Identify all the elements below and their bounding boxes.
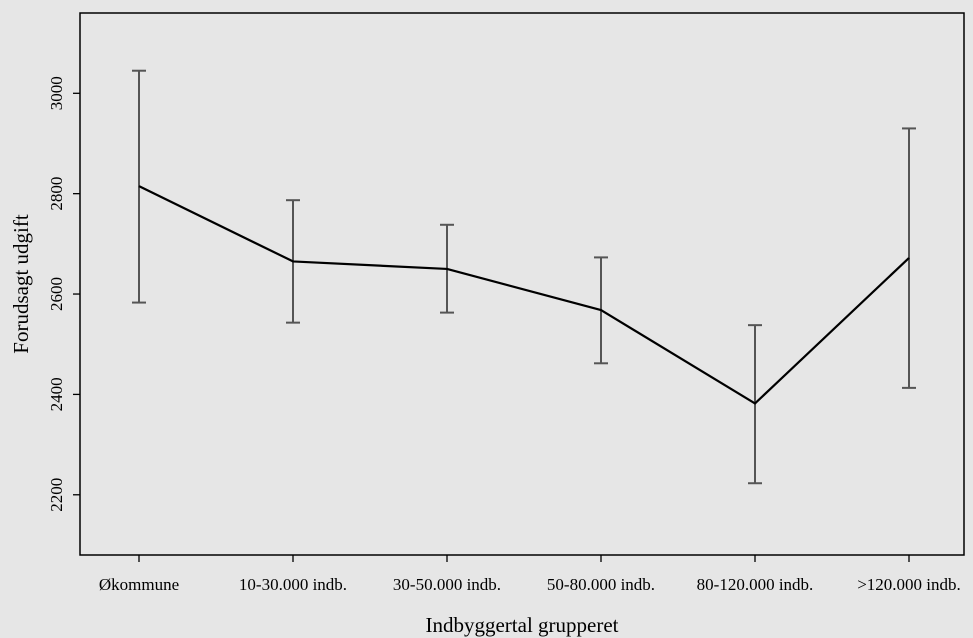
y-tick-label: 2800 <box>47 177 66 211</box>
x-tick-label: 50-80.000 indb. <box>547 575 655 594</box>
y-tick-label: 2400 <box>47 377 66 411</box>
x-axis: Økommune 10-30.000 indb. 30-50.000 indb. 50… <box>99 555 961 594</box>
plot-frame <box>79 12 965 556</box>
x-tick-label: 30-50.000 indb. <box>393 575 501 594</box>
y-tick-label: 2200 <box>47 478 66 512</box>
x-tick-label: 80-120.000 indb. <box>697 575 814 594</box>
series-line-group <box>138 185 910 405</box>
y-axis-title: Forudsagt udgift <box>9 214 33 354</box>
x-tick-label: Økommune <box>99 575 179 594</box>
x-tick-label: 10-30.000 indb. <box>239 575 347 594</box>
series-line <box>138 185 910 405</box>
error-bars <box>132 69 916 485</box>
y-axis: 2200 2400 2600 2800 3000 <box>47 76 80 512</box>
x-tick-label: >120.000 indb. <box>857 575 961 594</box>
x-axis-title: Indbyggertal grupperet <box>425 613 618 637</box>
y-tick-label: 3000 <box>47 76 66 110</box>
y-tick-label: 2600 <box>47 277 66 311</box>
